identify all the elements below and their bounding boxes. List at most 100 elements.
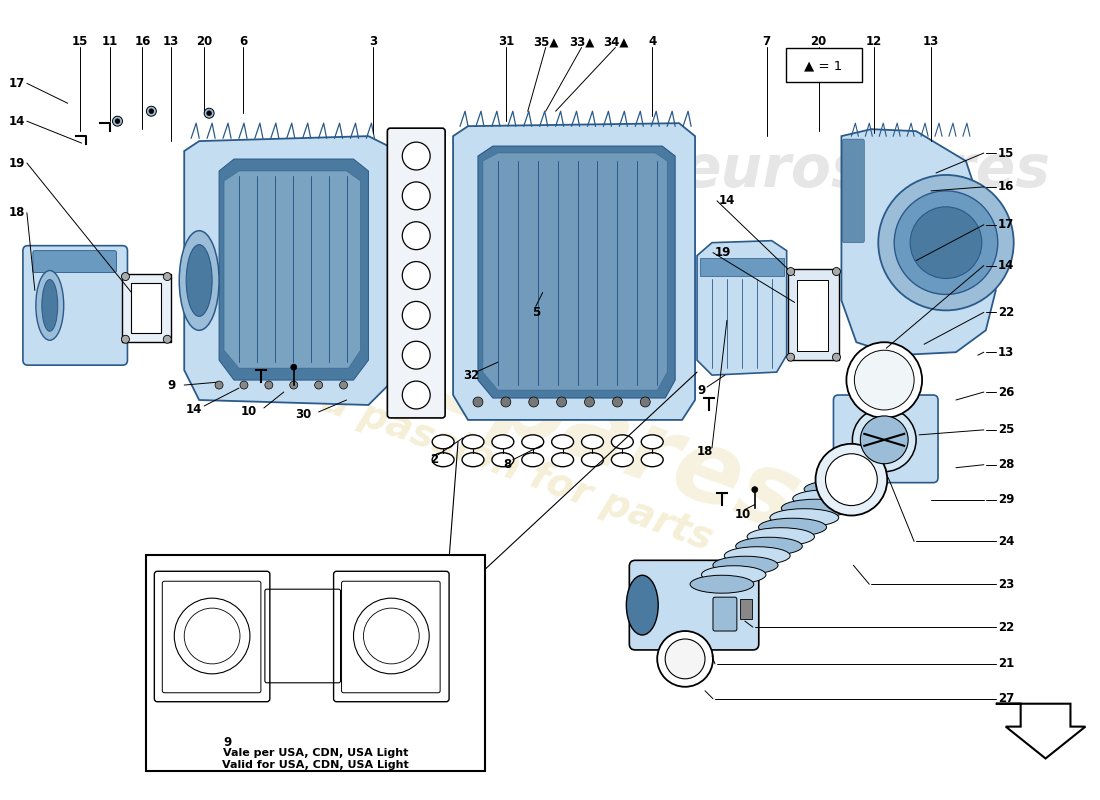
Text: 32: 32	[463, 369, 480, 382]
Ellipse shape	[432, 453, 454, 466]
Circle shape	[163, 273, 172, 281]
Text: 2: 2	[430, 454, 438, 466]
Polygon shape	[483, 153, 668, 390]
Ellipse shape	[612, 435, 634, 449]
Text: Vale per USA, CDN, USA Light: Vale per USA, CDN, USA Light	[223, 747, 408, 758]
Ellipse shape	[521, 453, 543, 466]
Ellipse shape	[736, 538, 802, 555]
Text: 18: 18	[697, 446, 714, 458]
Ellipse shape	[36, 270, 64, 340]
Text: 21: 21	[998, 658, 1014, 670]
Text: 13: 13	[923, 35, 939, 48]
Ellipse shape	[641, 435, 663, 449]
Circle shape	[240, 381, 248, 389]
Text: 18: 18	[9, 206, 25, 219]
Ellipse shape	[403, 342, 430, 369]
Text: 30: 30	[296, 409, 311, 422]
Circle shape	[657, 631, 713, 686]
Ellipse shape	[641, 453, 663, 466]
Ellipse shape	[492, 435, 514, 449]
Text: 20: 20	[196, 35, 212, 48]
Ellipse shape	[403, 302, 430, 330]
FancyBboxPatch shape	[713, 597, 737, 631]
Circle shape	[825, 454, 878, 506]
Circle shape	[833, 353, 840, 361]
Text: 14: 14	[998, 259, 1014, 272]
Text: 14: 14	[9, 114, 25, 128]
Ellipse shape	[403, 142, 430, 170]
Text: 8: 8	[503, 458, 512, 471]
Text: 13: 13	[163, 35, 179, 48]
Text: 29: 29	[998, 493, 1014, 506]
Polygon shape	[224, 171, 361, 368]
Ellipse shape	[612, 453, 634, 466]
Circle shape	[112, 116, 122, 126]
Ellipse shape	[815, 470, 888, 489]
Text: 9: 9	[223, 736, 231, 749]
Text: ▲ = 1: ▲ = 1	[804, 59, 843, 72]
Circle shape	[584, 397, 594, 407]
Circle shape	[894, 191, 998, 294]
Circle shape	[289, 381, 298, 389]
Ellipse shape	[747, 528, 814, 546]
Text: 22: 22	[998, 621, 1014, 634]
FancyBboxPatch shape	[122, 274, 172, 342]
FancyBboxPatch shape	[131, 283, 162, 334]
Ellipse shape	[492, 453, 514, 466]
Polygon shape	[842, 129, 996, 355]
Text: 19: 19	[9, 157, 25, 170]
Circle shape	[116, 118, 120, 124]
Circle shape	[852, 408, 916, 472]
Ellipse shape	[793, 490, 864, 508]
FancyBboxPatch shape	[146, 555, 485, 771]
Circle shape	[340, 381, 348, 389]
Text: 28: 28	[998, 458, 1014, 471]
Circle shape	[786, 353, 794, 361]
Ellipse shape	[462, 453, 484, 466]
Text: 34▲: 34▲	[603, 35, 628, 48]
Ellipse shape	[432, 435, 454, 449]
Circle shape	[529, 397, 539, 407]
Ellipse shape	[403, 381, 430, 409]
Text: 16: 16	[998, 181, 1014, 194]
Text: 9: 9	[697, 383, 705, 397]
Ellipse shape	[713, 556, 778, 574]
Circle shape	[473, 397, 483, 407]
Ellipse shape	[42, 279, 58, 331]
Text: 25: 25	[998, 423, 1014, 436]
Polygon shape	[697, 241, 786, 375]
Ellipse shape	[521, 435, 543, 449]
Circle shape	[640, 397, 650, 407]
Circle shape	[815, 444, 888, 515]
Ellipse shape	[186, 245, 212, 316]
Circle shape	[205, 108, 214, 118]
Bar	[740, 599, 751, 619]
FancyBboxPatch shape	[843, 139, 865, 242]
Ellipse shape	[552, 453, 573, 466]
Text: 31: 31	[497, 35, 514, 48]
Ellipse shape	[552, 435, 573, 449]
Circle shape	[557, 397, 566, 407]
Text: 14: 14	[719, 194, 735, 207]
Text: 14: 14	[186, 403, 202, 417]
Ellipse shape	[804, 480, 876, 498]
Text: 15: 15	[998, 146, 1014, 159]
Text: 4: 4	[648, 35, 657, 48]
Polygon shape	[453, 123, 695, 420]
Circle shape	[163, 335, 172, 343]
Ellipse shape	[462, 435, 484, 449]
Ellipse shape	[759, 518, 826, 536]
Text: 5: 5	[531, 306, 540, 319]
Circle shape	[216, 381, 223, 389]
Ellipse shape	[702, 566, 766, 584]
Polygon shape	[996, 704, 1086, 758]
Text: 16: 16	[134, 35, 151, 48]
Text: 20: 20	[811, 35, 827, 48]
Text: 12: 12	[866, 35, 882, 48]
FancyBboxPatch shape	[788, 269, 839, 360]
Text: 7: 7	[762, 35, 771, 48]
Circle shape	[500, 397, 510, 407]
Ellipse shape	[724, 546, 790, 565]
Polygon shape	[478, 146, 675, 398]
Text: 19: 19	[715, 246, 732, 259]
